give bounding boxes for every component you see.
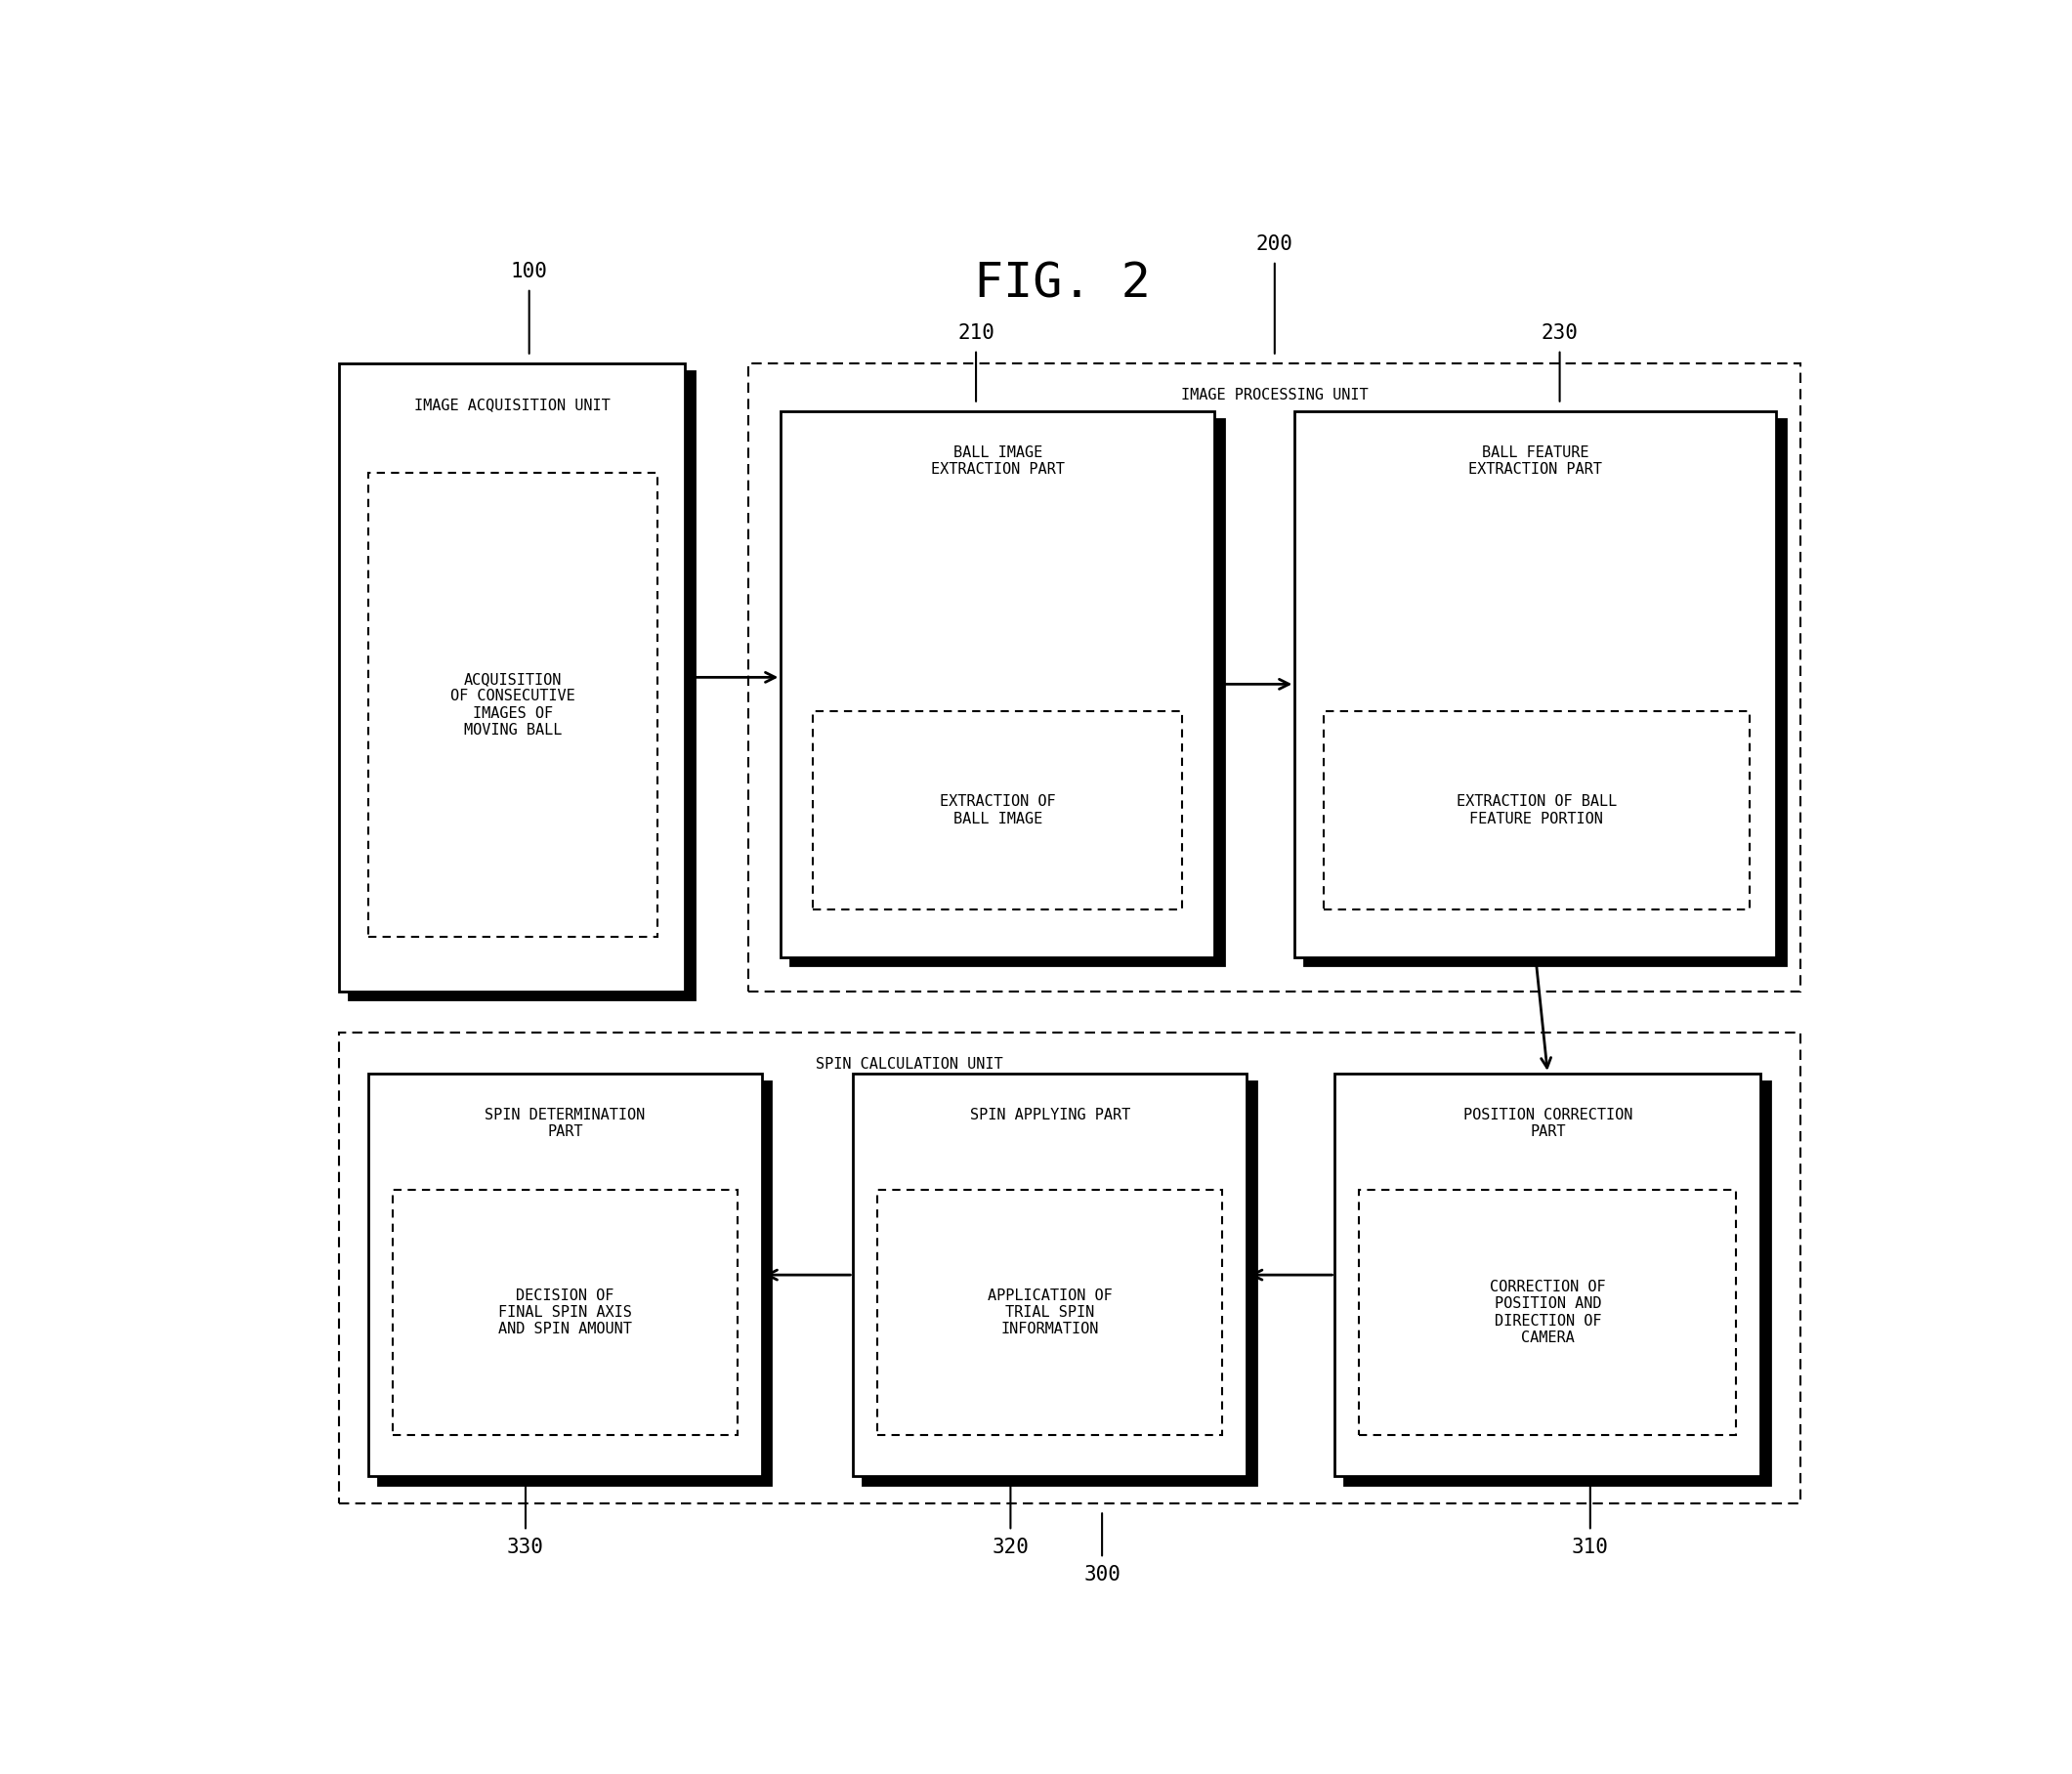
Bar (348, 371, 694, 1001)
Bar (1305, 419, 1786, 965)
Bar (854, 1073, 1247, 1476)
Bar (748, 364, 1801, 992)
Text: 200: 200 (1256, 234, 1293, 254)
Text: IMAGE PROCESSING UNIT: IMAGE PROCESSING UNIT (1181, 389, 1368, 403)
Text: EXTRACTION OF BALL
FEATURE PORTION: EXTRACTION OF BALL FEATURE PORTION (1457, 795, 1616, 827)
Text: CORRECTION OF
POSITION AND
DIRECTION OF
CAMERA: CORRECTION OF POSITION AND DIRECTION OF … (1490, 1279, 1606, 1345)
Text: FIG. 2: FIG. 2 (974, 261, 1150, 307)
Text: 330: 330 (508, 1538, 545, 1558)
Bar (1359, 1190, 1736, 1435)
Text: 230: 230 (1542, 323, 1579, 342)
Text: BALL FEATURE
EXTRACTION PART: BALL FEATURE EXTRACTION PART (1469, 445, 1602, 477)
Bar (369, 1073, 762, 1476)
Text: SPIN APPLYING PART: SPIN APPLYING PART (970, 1107, 1129, 1123)
Bar (340, 364, 684, 992)
Bar (369, 472, 657, 937)
Text: APPLICATION OF
TRIAL SPIN
INFORMATION: APPLICATION OF TRIAL SPIN INFORMATION (988, 1288, 1113, 1338)
Text: EXTRACTION OF
BALL IMAGE: EXTRACTION OF BALL IMAGE (941, 795, 1055, 827)
Text: 310: 310 (1573, 1538, 1608, 1558)
Bar (781, 412, 1214, 958)
Bar (862, 1082, 1256, 1485)
Text: SPIN DETERMINATION
PART: SPIN DETERMINATION PART (485, 1107, 644, 1139)
Text: SPIN CALCULATION UNIT: SPIN CALCULATION UNIT (816, 1057, 1003, 1071)
Bar (340, 1032, 1801, 1504)
Text: DECISION OF
FINAL SPIN AXIS
AND SPIN AMOUNT: DECISION OF FINAL SPIN AXIS AND SPIN AMO… (497, 1288, 632, 1338)
Bar (792, 419, 1225, 965)
Text: POSITION CORRECTION
PART: POSITION CORRECTION PART (1463, 1107, 1633, 1139)
Bar (1324, 711, 1749, 910)
Bar (392, 1190, 738, 1435)
Bar (1295, 412, 1776, 958)
Bar (1345, 1082, 1769, 1485)
Bar (377, 1082, 771, 1485)
Text: ACQUISITION
OF CONSECUTIVE
IMAGES OF
MOVING BALL: ACQUISITION OF CONSECUTIVE IMAGES OF MOV… (450, 672, 576, 738)
Bar (812, 711, 1183, 910)
Bar (876, 1190, 1222, 1435)
Text: BALL IMAGE
EXTRACTION PART: BALL IMAGE EXTRACTION PART (930, 445, 1065, 477)
Bar (1334, 1073, 1761, 1476)
Text: 210: 210 (957, 323, 995, 342)
Text: 320: 320 (992, 1538, 1030, 1558)
Text: IMAGE ACQUISITION UNIT: IMAGE ACQUISITION UNIT (414, 397, 609, 412)
Text: 300: 300 (1084, 1565, 1121, 1584)
Text: 100: 100 (510, 261, 547, 282)
